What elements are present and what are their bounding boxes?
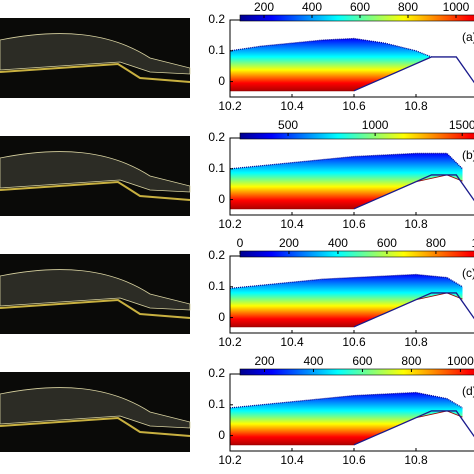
colorbar-tick-label: 800 [401,354,421,368]
colorbar-tick-label: 1000 [472,236,474,250]
colorbar-tick-label: 800 [426,236,446,250]
x-tick-label: 10.4 [280,99,304,113]
free-surface [229,273,463,289]
photo-wave [0,151,191,193]
free-surface [229,37,432,58]
x-tick-label: 10.2 [218,335,242,349]
x-tick-label: 10.8 [404,217,428,231]
bed [353,410,474,446]
photo-background [0,18,190,98]
x-tick-label: 10.8 [404,453,428,467]
y-tick-label: 0.1 [208,279,225,293]
colorbar-tick-label: 1000 [443,0,470,14]
x-tick-label: 10.4 [280,335,304,349]
photo [0,136,191,216]
x-tick-label: 10.6 [342,217,366,231]
photo [0,372,191,452]
photo-flume [0,416,191,437]
panel-label: (c) [462,266,474,280]
panel-label: (a) [462,30,474,44]
y-tick-label: 0.1 [208,43,225,57]
colorbar-tick-label: 200 [254,354,274,368]
photo-wave [0,387,191,429]
y-tick-label: 0 [218,310,225,324]
colorbar-tick-label: 600 [350,0,370,14]
colorbar-tick-label: 600 [352,354,372,368]
colorbar-tick-label: 600 [377,236,397,250]
x-tick-label: 10.2 [218,99,242,113]
colorbar [239,132,474,140]
photo-flume [0,298,191,319]
colorbar-tick-label: 500 [278,118,298,132]
y-tick-label: 0.1 [208,397,225,411]
free-surface [229,152,463,170]
photo-background [0,372,190,452]
photo-wave [0,269,191,311]
y-tick-label: 0.2 [208,366,225,380]
colorbar [239,250,474,258]
colorbar-tick-label: 200 [279,236,299,250]
particle-field [230,38,432,91]
colorbar-tick-label: 400 [303,354,323,368]
y-tick-label: 0.2 [208,248,225,262]
x-tick-label: 10.6 [342,335,366,349]
photo [0,254,191,334]
y-tick-label: 0 [218,192,225,206]
photo-background [0,254,190,334]
bed [353,292,474,328]
colorbar-tick-label: 0 [237,236,244,250]
x-tick-label: 10.6 [342,99,366,113]
panel-label: (b) [462,148,474,162]
y-tick-label: 0 [218,428,225,442]
colorbar [239,368,474,376]
colorbar-tick-label: 400 [328,236,348,250]
photo-flume [0,180,191,201]
colorbar-tick-label: 400 [302,0,322,14]
y-tick-label: 0.2 [208,130,225,144]
x-tick-label: 10.4 [280,217,304,231]
panel-label: (d) [462,384,474,398]
colorbar [239,14,474,22]
colorbar-tick-label: 1000 [362,118,389,132]
y-tick-label: 0.2 [208,12,225,26]
colorbar-tick-label: 1000 [447,354,474,368]
bed [353,174,474,210]
x-tick-label: 10.6 [342,453,366,467]
x-tick-label: 10.2 [218,453,242,467]
colorbar-tick-label: 200 [254,0,274,14]
photo-flume [0,62,191,83]
x-tick-label: 10.2 [218,217,242,231]
photo-wave [0,33,191,75]
y-tick-label: 0.1 [208,161,225,175]
x-tick-label: 10.8 [404,335,428,349]
colorbar-tick-label: 1500 [449,118,474,132]
y-tick-label: 0 [218,74,225,88]
x-tick-label: 10.8 [404,99,428,113]
x-tick-label: 10.4 [280,453,304,467]
photo [0,18,191,98]
particle-field [230,392,463,445]
particle-field [230,153,463,209]
photo-background [0,136,190,216]
particle-field [230,274,463,327]
colorbar-tick-label: 800 [398,0,418,14]
bed [353,56,474,92]
free-surface [229,391,463,409]
